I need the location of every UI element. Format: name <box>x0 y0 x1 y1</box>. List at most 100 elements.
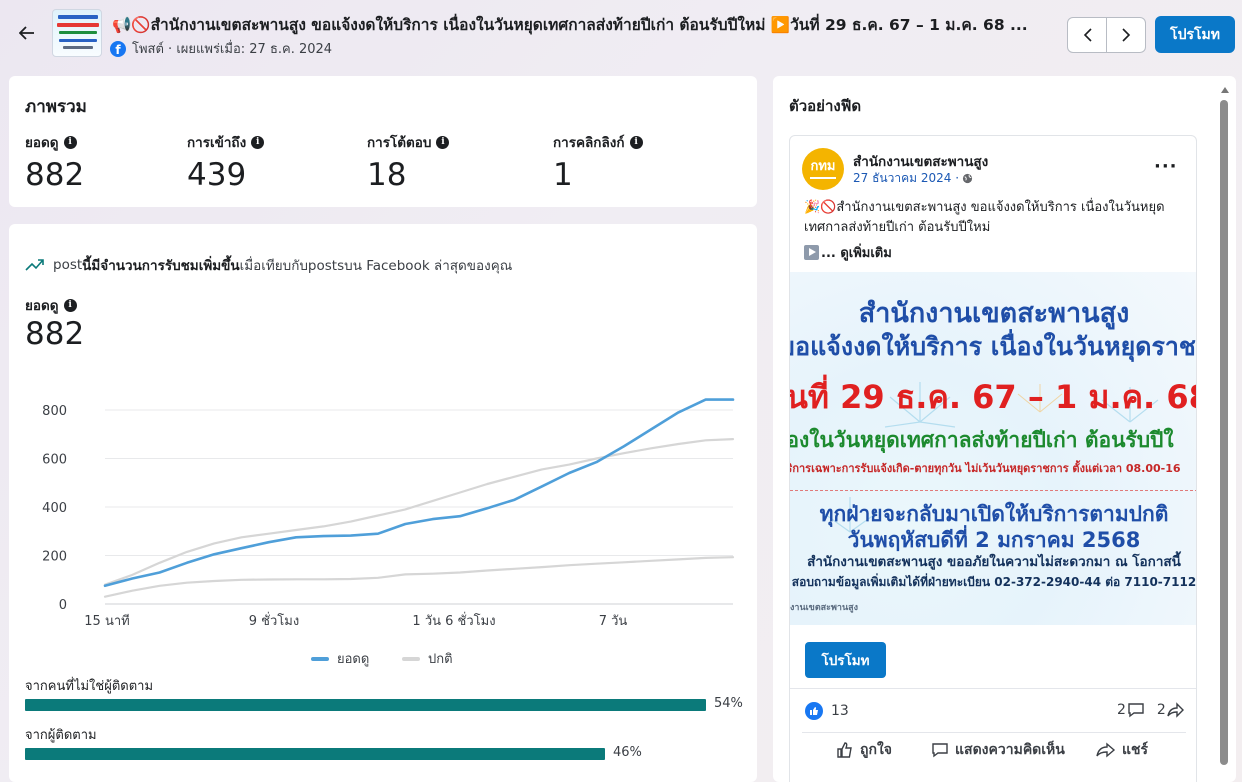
shares-count[interactable]: 2 <box>1156 702 1166 718</box>
post-date[interactable]: 27 ธันวาคม 2024 · <box>853 169 973 188</box>
comment-icon <box>932 743 948 758</box>
divider <box>802 732 1186 733</box>
views-label-text: ยอดดู <box>25 298 59 314</box>
overview-title: ภาพรวม <box>25 97 87 117</box>
legend-views[interactable]: ยอดดู <box>311 648 369 669</box>
post-caption: 🎉🚫สำนักงานเขตสะพานสูง ขอแจ้งงดให้บริการ … <box>804 200 1165 235</box>
poster-divider <box>790 490 1196 491</box>
post-meta-text: โพสต์ · เผยแพร่เมื่อ: 27 ธ.ค. 2024 <box>132 42 333 57</box>
promote-button[interactable]: โปรโมท <box>1155 16 1235 53</box>
metric-views: ยอดดู i 882 <box>25 131 84 193</box>
typical-series-line <box>103 437 735 586</box>
typical-series-line <box>103 556 735 598</box>
info-icon[interactable]: i <box>436 135 450 149</box>
post-title: 📢🚫สำนักงานเขตสะพานสูง ขอแจ้งงดให้บริการ … <box>112 16 1028 34</box>
y-tick-label: 0 <box>59 598 67 613</box>
metric-label: การเข้าถึง <box>187 135 247 151</box>
poster-line: ขอแจ้งงดให้บริการ เนื่องในวันหยุดราชการ <box>790 332 1196 361</box>
share-action-label: แชร์ <box>1122 742 1149 758</box>
facebook-icon: f <box>110 40 126 57</box>
comments-count[interactable]: 2 <box>1117 702 1126 718</box>
see-more-link[interactable]: ... ดูเพิ่มเติม <box>804 242 892 263</box>
divider <box>790 688 1196 689</box>
x-tick-label: 15 นาที <box>84 613 129 629</box>
metric-value: 18 <box>367 157 407 193</box>
play-button-icon <box>804 245 819 260</box>
insight-suffix: เมื่อเทียบกับpostsบน Facebook ล่าสุดของค… <box>239 258 513 274</box>
more-options-icon[interactable]: ··· <box>1154 156 1178 177</box>
insight-bold: นี้มีจำนวนการรับชมเพิ่มขึ้น <box>82 258 240 274</box>
metric-value: 882 <box>25 157 85 193</box>
x-tick-label: 7 วัน <box>599 614 628 629</box>
followers-percent: 46% <box>613 745 642 760</box>
legend-swatch <box>402 656 420 661</box>
metric-interactions: การโต้ตอบ i 18 <box>367 131 450 193</box>
poster-line: วันที่ 29 ธ.ค. 67 – 1 ม.ค. 68 <box>790 378 1197 416</box>
info-icon[interactable]: i <box>63 298 77 312</box>
metric-label: ยอดดู <box>25 135 59 151</box>
poster-line: องในวันหยุดเทศกาลส่งท้ายปีเก่า ต้อนรับปี… <box>790 428 1174 452</box>
scroll-up-icon[interactable] <box>1221 87 1229 93</box>
poster-line: สำนักงานเขตสะพานสูง ขออภัยในความไม่สะดวก… <box>807 554 1181 570</box>
poster-line: วันพฤหัสบดีที่ 2 มกราคม 2568 <box>847 528 1141 552</box>
comment-action-label: แสดงความคิดเห็น <box>955 742 1065 758</box>
y-tick-label: 800 <box>42 404 67 419</box>
promote-post-button[interactable]: โปรโมท <box>805 642 886 678</box>
views-value: 882 <box>25 316 85 352</box>
see-more-text: ... ดูเพิ่มเติม <box>821 246 892 261</box>
x-tick-label: 1 วัน 6 ชั่วโมง <box>412 612 495 629</box>
preview-scrollbar[interactable] <box>1218 84 1230 776</box>
like-reaction-icon <box>805 702 823 720</box>
like-action-button[interactable]: ถูกใจ <box>836 739 892 761</box>
reactions-count[interactable]: 13 <box>805 702 849 720</box>
thumbs-up-icon <box>837 742 852 758</box>
share-action-button[interactable]: แชร์ <box>1096 739 1148 761</box>
metric-link-clicks: การคลิกลิงก์ i 1 <box>553 131 643 193</box>
metric-label: การโต้ตอบ <box>367 135 432 151</box>
non-followers-bar <box>25 699 706 711</box>
back-button[interactable] <box>16 22 38 44</box>
post-thumbnail <box>52 9 102 57</box>
post-image[interactable]: สำนักงานเขตสะพานสูง ขอแจ้งงดให้บริการ เน… <box>790 272 1197 625</box>
share-icon <box>1167 702 1184 718</box>
legend-typical-label: ปกติ <box>428 652 453 667</box>
insight-prefix: post <box>53 257 83 273</box>
metric-value: 1 <box>553 157 573 193</box>
feed-preview-card: ตัวอย่างฟีด กทม สำนักงานเขตสะพานสูง 27 ธ… <box>773 76 1236 782</box>
legend-typical[interactable]: ปกติ <box>402 648 453 669</box>
chevron-left-icon <box>1083 28 1092 42</box>
share-icon <box>1096 742 1116 758</box>
info-icon[interactable]: i <box>63 135 77 149</box>
followers-label: จากผู้ติดตาม <box>25 728 97 743</box>
previous-post-button[interactable] <box>1067 17 1107 53</box>
metric-value: 439 <box>187 157 247 193</box>
info-icon[interactable]: i <box>629 135 643 149</box>
page-avatar[interactable]: กทม <box>802 148 844 190</box>
preview-title: ตัวอย่างฟีด <box>789 97 862 115</box>
like-action-label: ถูกใจ <box>860 742 892 758</box>
post-header: 📢🚫สำนักงานเขตสะพานสูง ขอแจ้งงดให้บริการ … <box>0 0 1242 70</box>
x-tick-label: 9 ชั่วโมง <box>249 612 299 629</box>
poster-line: ทุกฝ่ายจะกลับมาเปิดให้บริการตามปกติ <box>819 502 1169 526</box>
comment-action-button[interactable]: แสดงความคิดเห็น <box>931 739 1065 761</box>
poster-line: สอบถามข้อมูลเพิ่มเติมได้ที่ฝ่ายทะเบียน 0… <box>791 575 1197 589</box>
page-name[interactable]: สำนักงานเขตสะพานสูง <box>853 154 989 170</box>
y-tick-label: 200 <box>42 550 67 565</box>
poster-line: งานเขตสะพานสูง <box>790 603 859 613</box>
info-icon[interactable]: i <box>251 135 265 149</box>
non-followers-percent: 54% <box>714 696 743 711</box>
next-post-button[interactable] <box>1106 17 1146 53</box>
views-chart: 0 200 400 600 800 15 นาที 9 ชั่วโมง 1 วัน 6 ชั่… <box>42 398 735 629</box>
legend-swatch <box>311 656 329 661</box>
trending-up-icon <box>25 259 44 271</box>
insight-text: post นี้มีจำนวนการรับชมเพิ่มขึ้น เมื่อเทีย… <box>25 254 512 276</box>
metric-label: การคลิกลิงก์ <box>553 135 625 151</box>
poster-line: บริการเฉพาะการรับแจ้งเกิด-ตายทุกวัน ไม่เ… <box>790 462 1181 475</box>
poster-line: สำนักงานเขตสะพานสูง <box>858 298 1130 329</box>
avatar-text: กทม <box>810 158 836 174</box>
performance-card: post นี้มีจำนวนการรับชมเพิ่มขึ้น เมื่อเทีย… <box>9 224 757 782</box>
facebook-post-preview: กทม สำนักงานเขตสะพานสูง 27 ธันวาคม 2024 … <box>789 135 1197 782</box>
scrollbar-thumb[interactable] <box>1220 100 1228 765</box>
overview-card: ภาพรวม ยอดดู i 882 การเข้าถึง i 439 การโต้… <box>9 76 757 207</box>
metric-reach: การเข้าถึง i 439 <box>187 131 265 193</box>
